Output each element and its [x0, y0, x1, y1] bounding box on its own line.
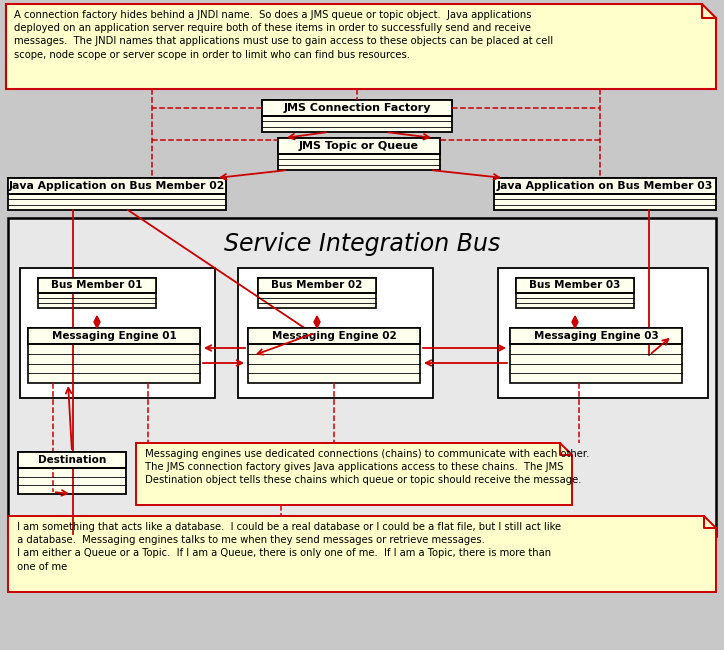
- Text: Destination: Destination: [38, 455, 106, 465]
- Bar: [262, 100, 452, 132]
- Text: JMS Topic or Queue: JMS Topic or Queue: [299, 141, 419, 151]
- Bar: [498, 268, 708, 398]
- Text: Messaging engines use dedicated connections (chains) to communicate with each ot: Messaging engines use dedicated connecti…: [142, 449, 589, 486]
- Polygon shape: [314, 316, 320, 328]
- Bar: [516, 278, 634, 308]
- Polygon shape: [8, 516, 716, 592]
- Bar: [248, 328, 420, 344]
- Bar: [278, 138, 440, 154]
- Bar: [18, 452, 126, 468]
- Bar: [248, 328, 420, 383]
- Text: Service Integration Bus: Service Integration Bus: [224, 232, 500, 256]
- Polygon shape: [94, 316, 100, 328]
- Text: Messaging Engine 03: Messaging Engine 03: [534, 331, 658, 341]
- Bar: [38, 278, 156, 293]
- Text: Bus Member 01: Bus Member 01: [51, 281, 143, 291]
- Text: Java Application on Bus Member 02: Java Application on Bus Member 02: [9, 181, 225, 191]
- Bar: [38, 278, 156, 308]
- Bar: [20, 268, 215, 398]
- Polygon shape: [6, 4, 716, 89]
- Bar: [28, 328, 200, 344]
- Bar: [516, 278, 634, 293]
- Bar: [494, 178, 716, 194]
- Text: Bus Member 02: Bus Member 02: [272, 281, 363, 291]
- Text: JMS Connection Factory: JMS Connection Factory: [283, 103, 431, 113]
- Bar: [494, 178, 716, 210]
- Bar: [8, 218, 716, 536]
- Bar: [510, 328, 682, 383]
- Text: Java Application on Bus Member 03: Java Application on Bus Member 03: [497, 181, 713, 191]
- Bar: [510, 328, 682, 344]
- Text: A connection factory hides behind a JNDI name.  So does a JMS queue or topic obj: A connection factory hides behind a JNDI…: [14, 10, 553, 60]
- Bar: [8, 178, 226, 194]
- Bar: [262, 100, 452, 116]
- Polygon shape: [572, 316, 578, 328]
- Bar: [278, 138, 440, 170]
- Polygon shape: [136, 443, 572, 505]
- Bar: [258, 278, 376, 293]
- Text: Messaging Engine 01: Messaging Engine 01: [51, 331, 177, 341]
- Bar: [258, 278, 376, 308]
- Text: Messaging Engine 02: Messaging Engine 02: [272, 331, 396, 341]
- Bar: [8, 178, 226, 210]
- Text: Bus Member 03: Bus Member 03: [529, 281, 620, 291]
- Text: I am something that acts like a database.  I could be a real database or I could: I am something that acts like a database…: [14, 522, 561, 571]
- Bar: [238, 268, 433, 398]
- Bar: [18, 452, 126, 494]
- Bar: [28, 328, 200, 383]
